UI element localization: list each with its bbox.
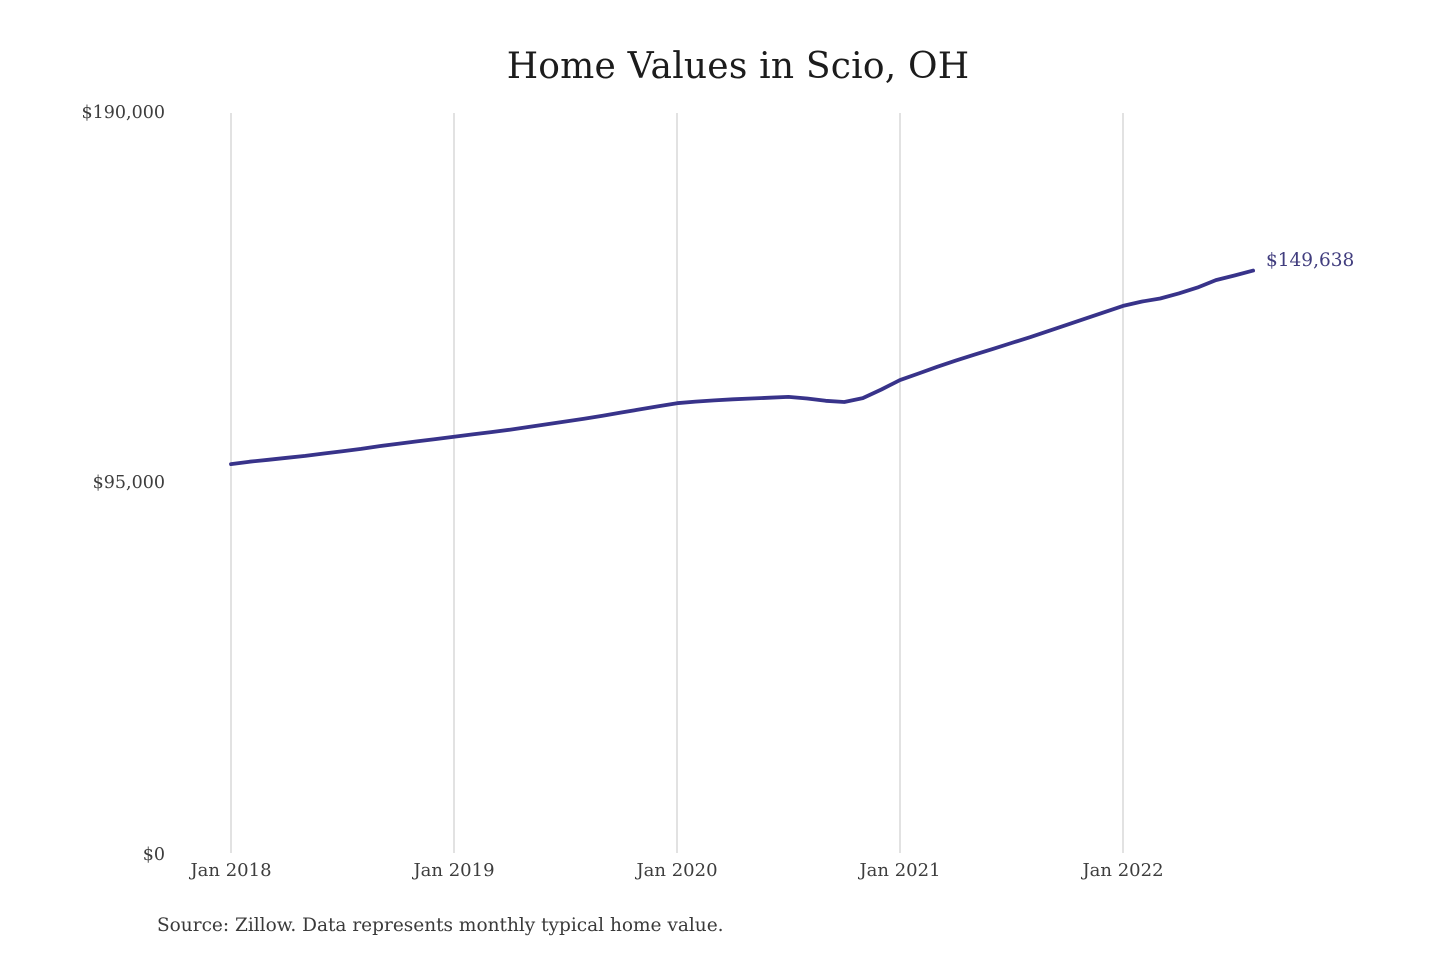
x-axis-tick-jan-2019: Jan 2019 — [413, 860, 495, 881]
x-axis-tick-jan-2020: Jan 2020 — [636, 860, 718, 881]
y-axis-tick-95000: $95,000 — [92, 473, 165, 493]
chart-title: Home Values in Scio, OH — [506, 46, 970, 87]
y-axis-tick-0: $0 — [142, 845, 165, 865]
x-axis-tick-jan-2022: Jan 2022 — [1082, 860, 1164, 881]
end-value-label: $149,638 — [1266, 250, 1355, 271]
x-axis-tick-jan-2021: Jan 2021 — [859, 860, 941, 881]
x-axis-tick-jan-2018: Jan 2018 — [190, 860, 272, 881]
y-axis-tick-190000: $190,000 — [81, 103, 165, 123]
home-value-line — [229, 268, 1255, 467]
source-note: Source: Zillow. Data represents monthly … — [157, 915, 724, 936]
